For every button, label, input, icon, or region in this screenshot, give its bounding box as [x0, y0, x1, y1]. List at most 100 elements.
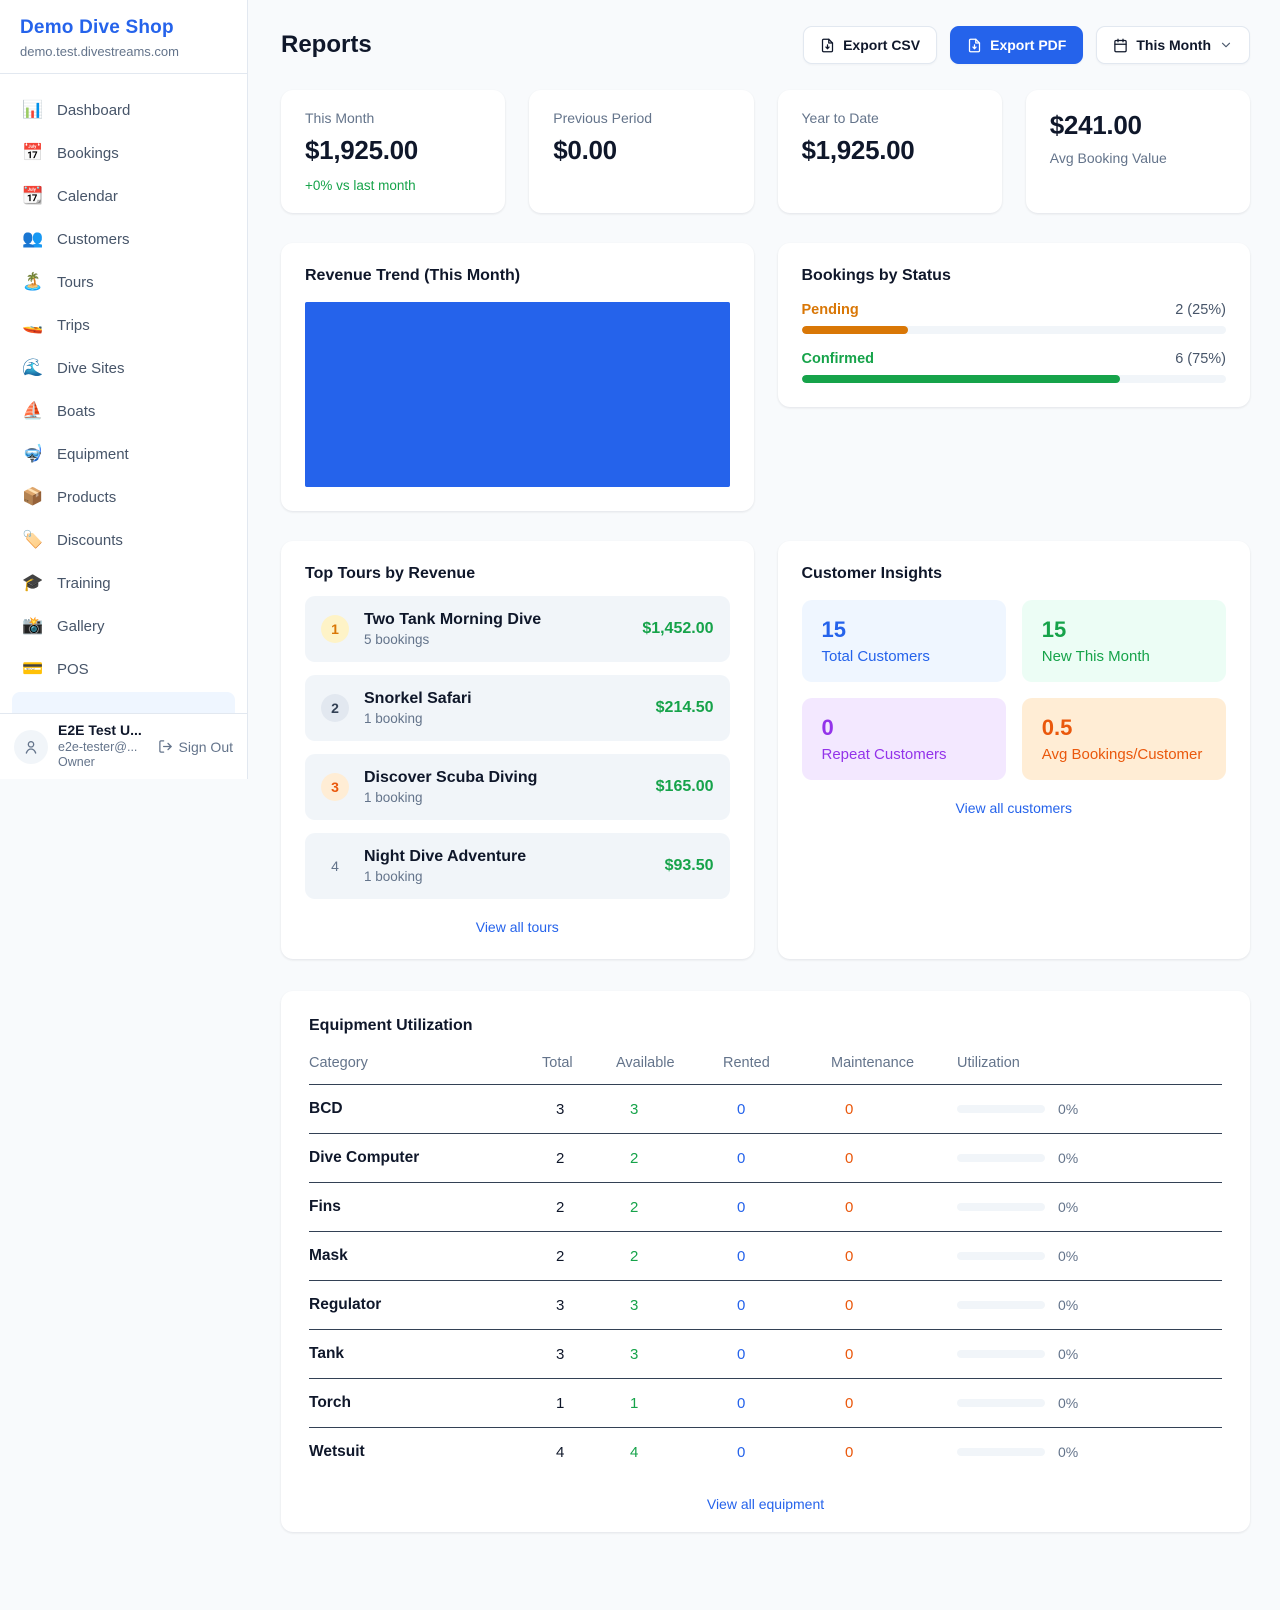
- sidebar-item-trips[interactable]: 🚤 Trips: [12, 305, 235, 345]
- dashboard-icon: 📊: [22, 100, 44, 119]
- insight-label: Total Customers: [821, 648, 930, 665]
- sidebar-item-equipment[interactable]: 🤿 Equipment: [12, 434, 235, 474]
- insight-new-this-month: 15 New This Month: [1021, 600, 1226, 682]
- export-csv-button[interactable]: Export CSV: [803, 26, 938, 64]
- utilization-bar: [957, 1399, 1045, 1407]
- sidebar-item-calendar[interactable]: 📆 Calendar: [12, 176, 235, 216]
- equipment-maintenance: 0: [845, 1443, 854, 1461]
- stats-row: This Month $1,925.00 +0% vs last month P…: [281, 90, 1250, 213]
- revenue-trend-chart: [305, 302, 730, 487]
- utilization-bar: [957, 1252, 1045, 1260]
- equipment-total: 3: [556, 1296, 565, 1314]
- brand: Demo Dive Shop demo.test.divestreams.com: [0, 0, 247, 74]
- customer-insights-title: Customer Insights: [801, 565, 942, 582]
- stat-value: $0.00: [553, 135, 617, 165]
- products-icon: 📦: [22, 487, 44, 506]
- progress-fill-confirmed: [801, 375, 1120, 383]
- equipment-maintenance: 0: [845, 1345, 854, 1363]
- utilization-bar: [957, 1105, 1045, 1113]
- sidebar-item-pos[interactable]: 💳 POS: [12, 649, 235, 689]
- sidebar-item-label: Equipment: [57, 445, 129, 463]
- user-email: e2e-tester@...: [58, 739, 138, 754]
- view-all-tours-link[interactable]: View all tours: [475, 919, 559, 935]
- sidebar-item-tours[interactable]: 🏝️ Tours: [12, 262, 235, 302]
- table-row: Mask 2 2 0 0 0%: [309, 1232, 1222, 1281]
- utilization-cell: 0%: [957, 1248, 1222, 1264]
- equipment-category: BCD: [309, 1100, 343, 1117]
- equipment-available: 1: [630, 1394, 639, 1412]
- sidebar-item-label: Bookings: [57, 144, 119, 162]
- equipment-maintenance: 0: [845, 1296, 854, 1314]
- tour-bookings: 5 bookings: [364, 632, 430, 647]
- table-row: Wetsuit 4 4 0 0 0%: [309, 1428, 1222, 1476]
- sidebar-item-gallery[interactable]: 📸 Gallery: [12, 606, 235, 646]
- status-label: Confirmed: [801, 351, 875, 367]
- sidebar-item-discounts[interactable]: 🏷️ Discounts: [12, 520, 235, 560]
- equipment-rented: 0: [737, 1296, 746, 1314]
- main-content: Reports Export CSV Export PDF This Month: [248, 0, 1280, 1532]
- sidebar-item-products[interactable]: 📦 Products: [12, 477, 235, 517]
- sidebar-item-training[interactable]: 🎓 Training: [12, 563, 235, 603]
- utilization-cell: 0%: [957, 1150, 1222, 1166]
- sidebar-item-customers[interactable]: 👥 Customers: [12, 219, 235, 259]
- shop-name: Demo Dive Shop: [20, 17, 174, 38]
- user-meta: E2E Test U... e2e-tester@... Owner: [58, 722, 148, 771]
- stat-value: $241.00: [1049, 110, 1142, 140]
- sidebar-item-label: Discounts: [57, 531, 123, 549]
- equipment-total: 2: [556, 1198, 565, 1216]
- equipment-available: 2: [630, 1198, 639, 1216]
- utilization-bar: [957, 1350, 1045, 1358]
- person-icon: [25, 740, 37, 754]
- insight-total-customers: 15 Total Customers: [801, 600, 1006, 682]
- equipment-available: 3: [630, 1345, 639, 1363]
- equipment-total: 2: [556, 1247, 565, 1265]
- page-header: Reports Export CSV Export PDF This Month: [281, 26, 1250, 64]
- view-all-customers-link[interactable]: View all customers: [955, 800, 1072, 816]
- sidebar-item-bookings[interactable]: 📅 Bookings: [12, 133, 235, 173]
- utilization-bar: [957, 1448, 1045, 1456]
- sidebar-nav: 📊 Dashboard 📅 Bookings 📆 Calendar 👥 Cust…: [0, 74, 247, 713]
- equipment-rented: 0: [737, 1149, 746, 1167]
- equipment-rented: 0: [737, 1345, 746, 1363]
- sign-out-button[interactable]: Sign Out: [158, 739, 233, 755]
- utilization-cell: 0%: [957, 1395, 1222, 1411]
- view-all-equipment-link[interactable]: View all equipment: [706, 1496, 825, 1512]
- user-name: E2E Test U...: [58, 722, 142, 739]
- sidebar-item-boats[interactable]: ⛵ Boats: [12, 391, 235, 431]
- sidebar-item-label: Training: [57, 574, 111, 592]
- training-icon: 🎓: [22, 573, 44, 592]
- utilization-cell: 0%: [957, 1199, 1222, 1215]
- sidebar-item-label: Customers: [57, 230, 130, 248]
- rank-badge: 3: [321, 773, 349, 801]
- dive-sites-icon: 🌊: [22, 358, 44, 377]
- tour-row: 2 Snorkel Safari 1 booking $214.50: [305, 675, 730, 741]
- utilization-cell: 0%: [957, 1297, 1222, 1313]
- sidebar-item-reports-partial[interactable]: [12, 692, 235, 713]
- column-header-total: Total: [542, 1055, 573, 1071]
- tour-revenue: $1,452.00: [642, 620, 714, 637]
- sidebar-item-label: Dive Sites: [57, 359, 125, 377]
- period-select[interactable]: This Month: [1096, 26, 1250, 64]
- column-header-utilization: Utilization: [957, 1055, 1020, 1071]
- tour-name: Discover Scuba Diving: [364, 769, 538, 786]
- export-pdf-button[interactable]: Export PDF: [950, 26, 1084, 64]
- equipment-category: Dive Computer: [309, 1149, 420, 1166]
- insight-grid: 15 Total Customers 15 New This Month 0 R…: [801, 600, 1226, 780]
- equipment-table-header: Category Total Available Rented Maintena…: [309, 1035, 1222, 1085]
- table-row: Dive Computer 2 2 0 0 0%: [309, 1134, 1222, 1183]
- rank-badge: 1: [321, 615, 349, 643]
- sidebar-item-dashboard[interactable]: 📊 Dashboard: [12, 90, 235, 130]
- equipment-category: Torch: [309, 1394, 351, 1411]
- equipment-available: 3: [630, 1296, 639, 1314]
- sidebar-item-dive-sites[interactable]: 🌊 Dive Sites: [12, 348, 235, 388]
- utilization-percent: 0%: [1058, 1101, 1079, 1117]
- utilization-bar: [957, 1301, 1045, 1309]
- sidebar-user-footer: E2E Test U... e2e-tester@... Owner Sign …: [0, 713, 247, 779]
- stat-label: This Month: [305, 110, 375, 126]
- bookings-icon: 📅: [22, 143, 44, 162]
- insight-label: Repeat Customers: [821, 746, 947, 763]
- utilization-percent: 0%: [1058, 1395, 1079, 1411]
- status-row-pending: Pending 2 (25%): [801, 302, 1226, 334]
- rank-badge: 4: [331, 858, 339, 874]
- equipment-utilization-panel: Equipment Utilization Category Total Ava…: [281, 991, 1250, 1532]
